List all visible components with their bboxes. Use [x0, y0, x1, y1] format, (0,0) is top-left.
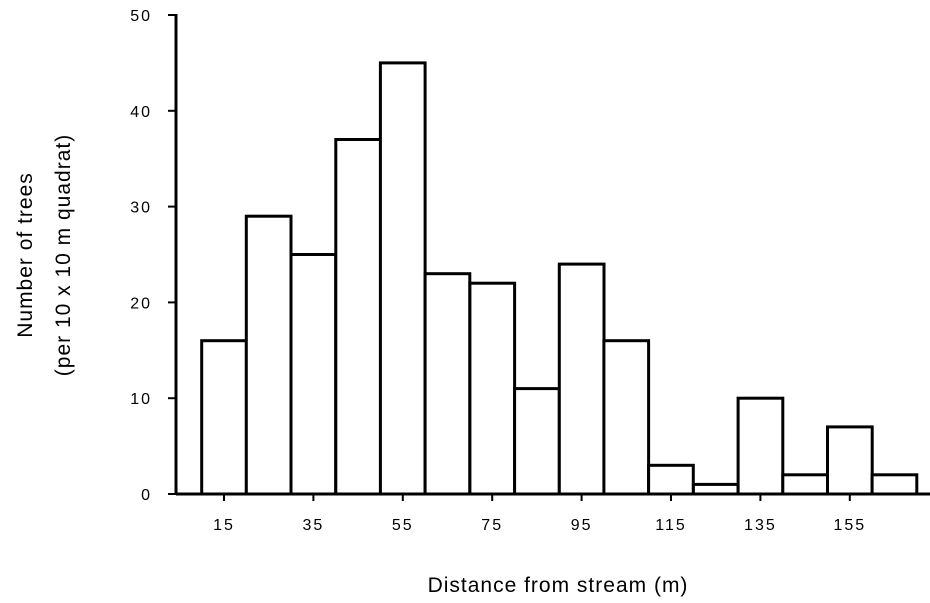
y-tick-label-30: 30	[130, 200, 152, 217]
bar-95	[557, 262, 606, 496]
x-tick-label-75: 75	[481, 517, 503, 534]
x-tick-label-135: 135	[744, 517, 777, 534]
bar-55	[378, 61, 427, 496]
bar-155	[826, 425, 874, 496]
bar-15	[200, 339, 248, 496]
bar-75	[468, 281, 517, 496]
x-tick-label-15: 15	[213, 517, 235, 534]
bars-group	[200, 61, 919, 496]
y-tick-label-0: 0	[141, 487, 152, 504]
y-axis-title-line1: Number of trees	[14, 172, 37, 338]
y-tick-label-10: 10	[130, 391, 152, 408]
y-tick-label-40: 40	[130, 104, 152, 121]
y-tick-label-20: 20	[130, 295, 152, 312]
bar-85	[513, 387, 561, 496]
bar-45	[334, 138, 382, 496]
bar-165	[870, 473, 919, 496]
bar-145	[781, 473, 829, 496]
y-axis-title-line2: (per 10 x 10 m quadrat)	[52, 134, 75, 376]
x-axis-title: Distance from stream (m)	[428, 574, 689, 597]
bar-105	[602, 339, 651, 496]
x-tick-label-155: 155	[833, 517, 866, 534]
x-ticks-group: 15 35 55 75 95 115 135 155	[213, 494, 866, 534]
bar-135	[736, 396, 785, 496]
x-tick-label-95: 95	[571, 517, 593, 534]
y-tick-label-50: 50	[130, 8, 152, 25]
bar-25	[244, 214, 293, 496]
bar-65	[423, 272, 472, 496]
x-tick-label-55: 55	[392, 517, 414, 534]
bar-35	[289, 253, 338, 496]
x-tick-label-35: 35	[303, 517, 325, 534]
bar-115	[647, 463, 695, 496]
x-tick-label-115: 115	[655, 517, 687, 534]
y-ticks-group: 0 10 20 30 40 50	[130, 8, 176, 504]
